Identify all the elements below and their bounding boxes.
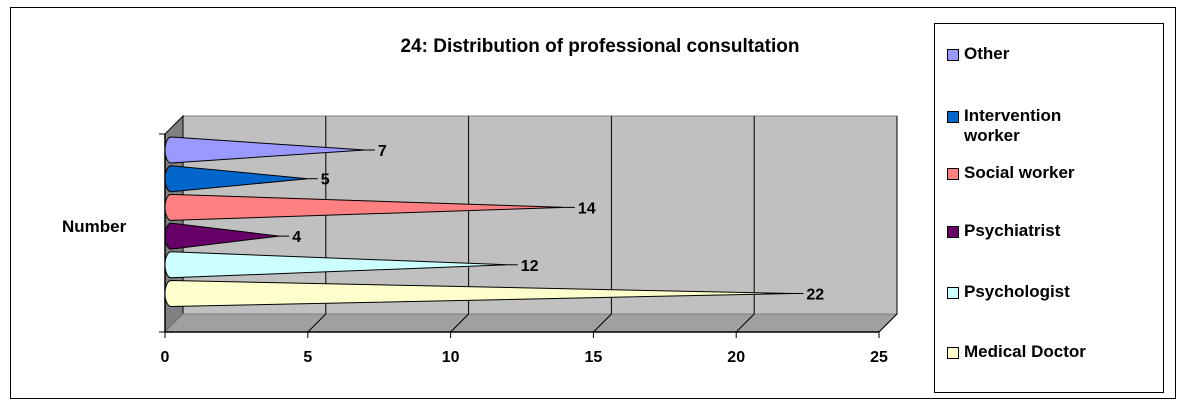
bar-psychiatrist (164, 222, 280, 250)
legend-item-medical-doctor: Medical Doctor (947, 342, 1157, 362)
y-axis-label: Number (62, 217, 127, 236)
chart-title: 24: Distribution of professional consult… (400, 36, 800, 57)
data-label-social-worker: 14 (578, 200, 596, 217)
legend-label-psychologist: Psychologist (964, 282, 1070, 301)
x-tick-label: 15 (585, 349, 603, 366)
x-tick-label: 10 (442, 349, 460, 366)
x-tick-label: 5 (303, 349, 312, 366)
data-label-other: 7 (378, 143, 387, 160)
gridline-floor (307, 313, 327, 333)
legend-item-psychologist: Psychologist (947, 282, 1157, 302)
bar-intervention-worker (164, 165, 308, 193)
bar-psychologist (164, 251, 508, 279)
legend-swatch-other (947, 49, 959, 61)
legend-item-social-worker: Social worker (947, 163, 1157, 183)
legend-swatch-intervention-worker (947, 111, 959, 123)
legend-item-intervention-worker: Intervention worker (947, 106, 1157, 146)
data-label-medical-doctor: 22 (806, 287, 824, 304)
data-label-intervention-worker: 5 (321, 172, 330, 189)
bar-medical-doctor (164, 279, 794, 308)
legend-swatch-social-worker (947, 168, 959, 180)
legend-label-social-worker: Social worker (964, 163, 1075, 182)
legend-item-other: Other (947, 44, 1157, 64)
x-tick-label: 0 (161, 349, 170, 366)
legend-swatch-psychiatrist (947, 226, 959, 238)
legend-swatch-medical-doctor (947, 347, 959, 359)
gridline-floor (450, 313, 469, 333)
legend-item-psychiatrist: Psychiatrist (947, 221, 1157, 241)
plot-floor (163, 313, 899, 333)
x-tick-label: 20 (727, 349, 745, 366)
data-label-psychiatrist: 4 (292, 229, 301, 246)
legend: Other Intervention worker Social worker … (934, 23, 1164, 393)
data-label-psychologist: 12 (521, 258, 539, 275)
bar-other (164, 136, 365, 164)
legend-label-intervention-worker: Intervention worker (964, 106, 1062, 145)
gridline-floor (735, 313, 755, 333)
legend-label-other: Other (964, 44, 1010, 63)
x-tick-label: 25 (870, 349, 888, 366)
legend-label-medical-doctor: Medical Doctor (964, 342, 1086, 361)
bar-social-worker (164, 193, 565, 221)
gridline-floor (878, 313, 898, 333)
gridline-floor (593, 313, 612, 333)
legend-label-psychiatrist: Psychiatrist (964, 221, 1061, 240)
legend-swatch-psychologist (947, 287, 959, 299)
